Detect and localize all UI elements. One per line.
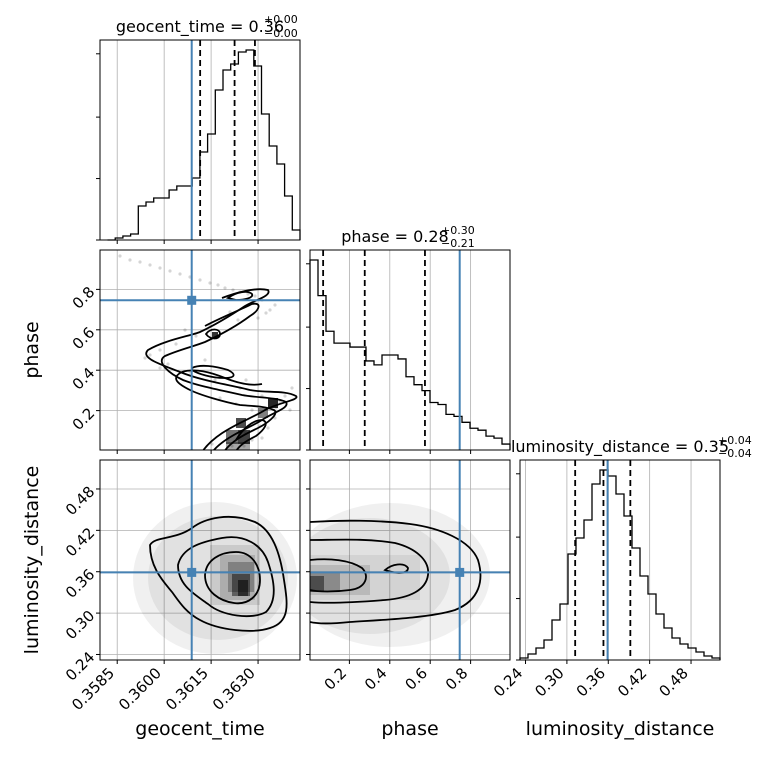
x-tick-label: 0.48	[656, 664, 692, 700]
y-tick-label: 0.6	[69, 323, 99, 353]
title-phase-minus: −0.21	[441, 237, 475, 250]
x-tick-label: 0.4	[361, 664, 391, 694]
truth-marker	[455, 567, 465, 577]
x-tick-label: 0.8	[442, 664, 472, 694]
x-tick-label: 0.3615	[162, 664, 212, 714]
panel-distance-hist: 0.24 0.30 0.36 0.42 0.48	[490, 459, 721, 700]
panel-frame	[99, 459, 301, 661]
y-tick-label: 0.48	[62, 483, 98, 519]
truth-marker	[187, 295, 197, 305]
title-geocent-time-minus: −0.00	[264, 27, 298, 40]
xlabel-phase: phase	[381, 718, 438, 740]
title-luminosity-distance-plus: +0.04	[718, 434, 752, 447]
ylabel-phase: phase	[21, 321, 43, 378]
truth-marker	[187, 567, 197, 577]
contours	[310, 519, 482, 625]
panel-frame	[309, 459, 511, 661]
panel-phase-hist	[306, 249, 511, 454]
ylabel-luminosity-distance: luminosity_distance	[21, 466, 43, 655]
title-geocent-time-plus: +0.00	[264, 13, 298, 26]
y-tick-label: 0.36	[62, 565, 98, 601]
contours	[145, 288, 298, 450]
y-tick-label: 0.4	[69, 364, 99, 394]
panel-phase-vs-geocent-time: 0.2 0.4 0.6 0.8	[69, 249, 301, 454]
density-cells	[210, 545, 260, 605]
histogram-steps	[309, 259, 511, 450]
x-tick-label: 0.36	[573, 664, 609, 700]
panel-geocent-time-hist	[96, 39, 301, 244]
y-tick-label: 0.42	[62, 524, 98, 560]
panel-frame	[519, 459, 721, 661]
histogram-steps	[519, 469, 721, 660]
y-tick-label: 0.30	[62, 607, 98, 643]
x-tick-label: 0.3600	[115, 664, 165, 714]
density-cells	[310, 555, 420, 600]
x-tick-label: 0.30	[531, 664, 567, 700]
y-tick-label: 0.8	[69, 283, 99, 313]
xlabel-geocent-time: geocent_time	[135, 718, 264, 740]
x-tick-label: 0.3630	[209, 664, 259, 714]
x-tick-label: 0.6	[401, 664, 431, 694]
title-luminosity-distance: luminosity_distance = 0.35	[511, 437, 729, 457]
y-tick-label: 0.2	[69, 404, 99, 434]
x-tick-label: 0.42	[614, 664, 650, 700]
x-tick-label: 0.2	[321, 664, 351, 694]
xlabel-luminosity-distance: luminosity_distance	[526, 718, 715, 740]
panel-frame	[309, 249, 511, 451]
panel-distance-vs-geocent-time: 0.35850.36000.36150.36300.240.300.360.42…	[62, 459, 301, 714]
title-phase-plus: +0.30	[441, 224, 475, 237]
scatter-points	[118, 254, 294, 448]
panel-distance-vs-phase: 0.2 0.4 0.6 0.8	[306, 459, 511, 694]
title-luminosity-distance-minus: −0.04	[718, 447, 752, 460]
title-geocent-time: geocent_time = 0.36	[116, 17, 284, 37]
contours	[149, 515, 288, 632]
x-tick-label: 0.24	[490, 664, 526, 700]
panel-frame	[99, 39, 301, 241]
histogram-steps	[107, 49, 301, 241]
panel-frame	[99, 249, 301, 451]
title-phase: phase = 0.28	[341, 227, 448, 246]
